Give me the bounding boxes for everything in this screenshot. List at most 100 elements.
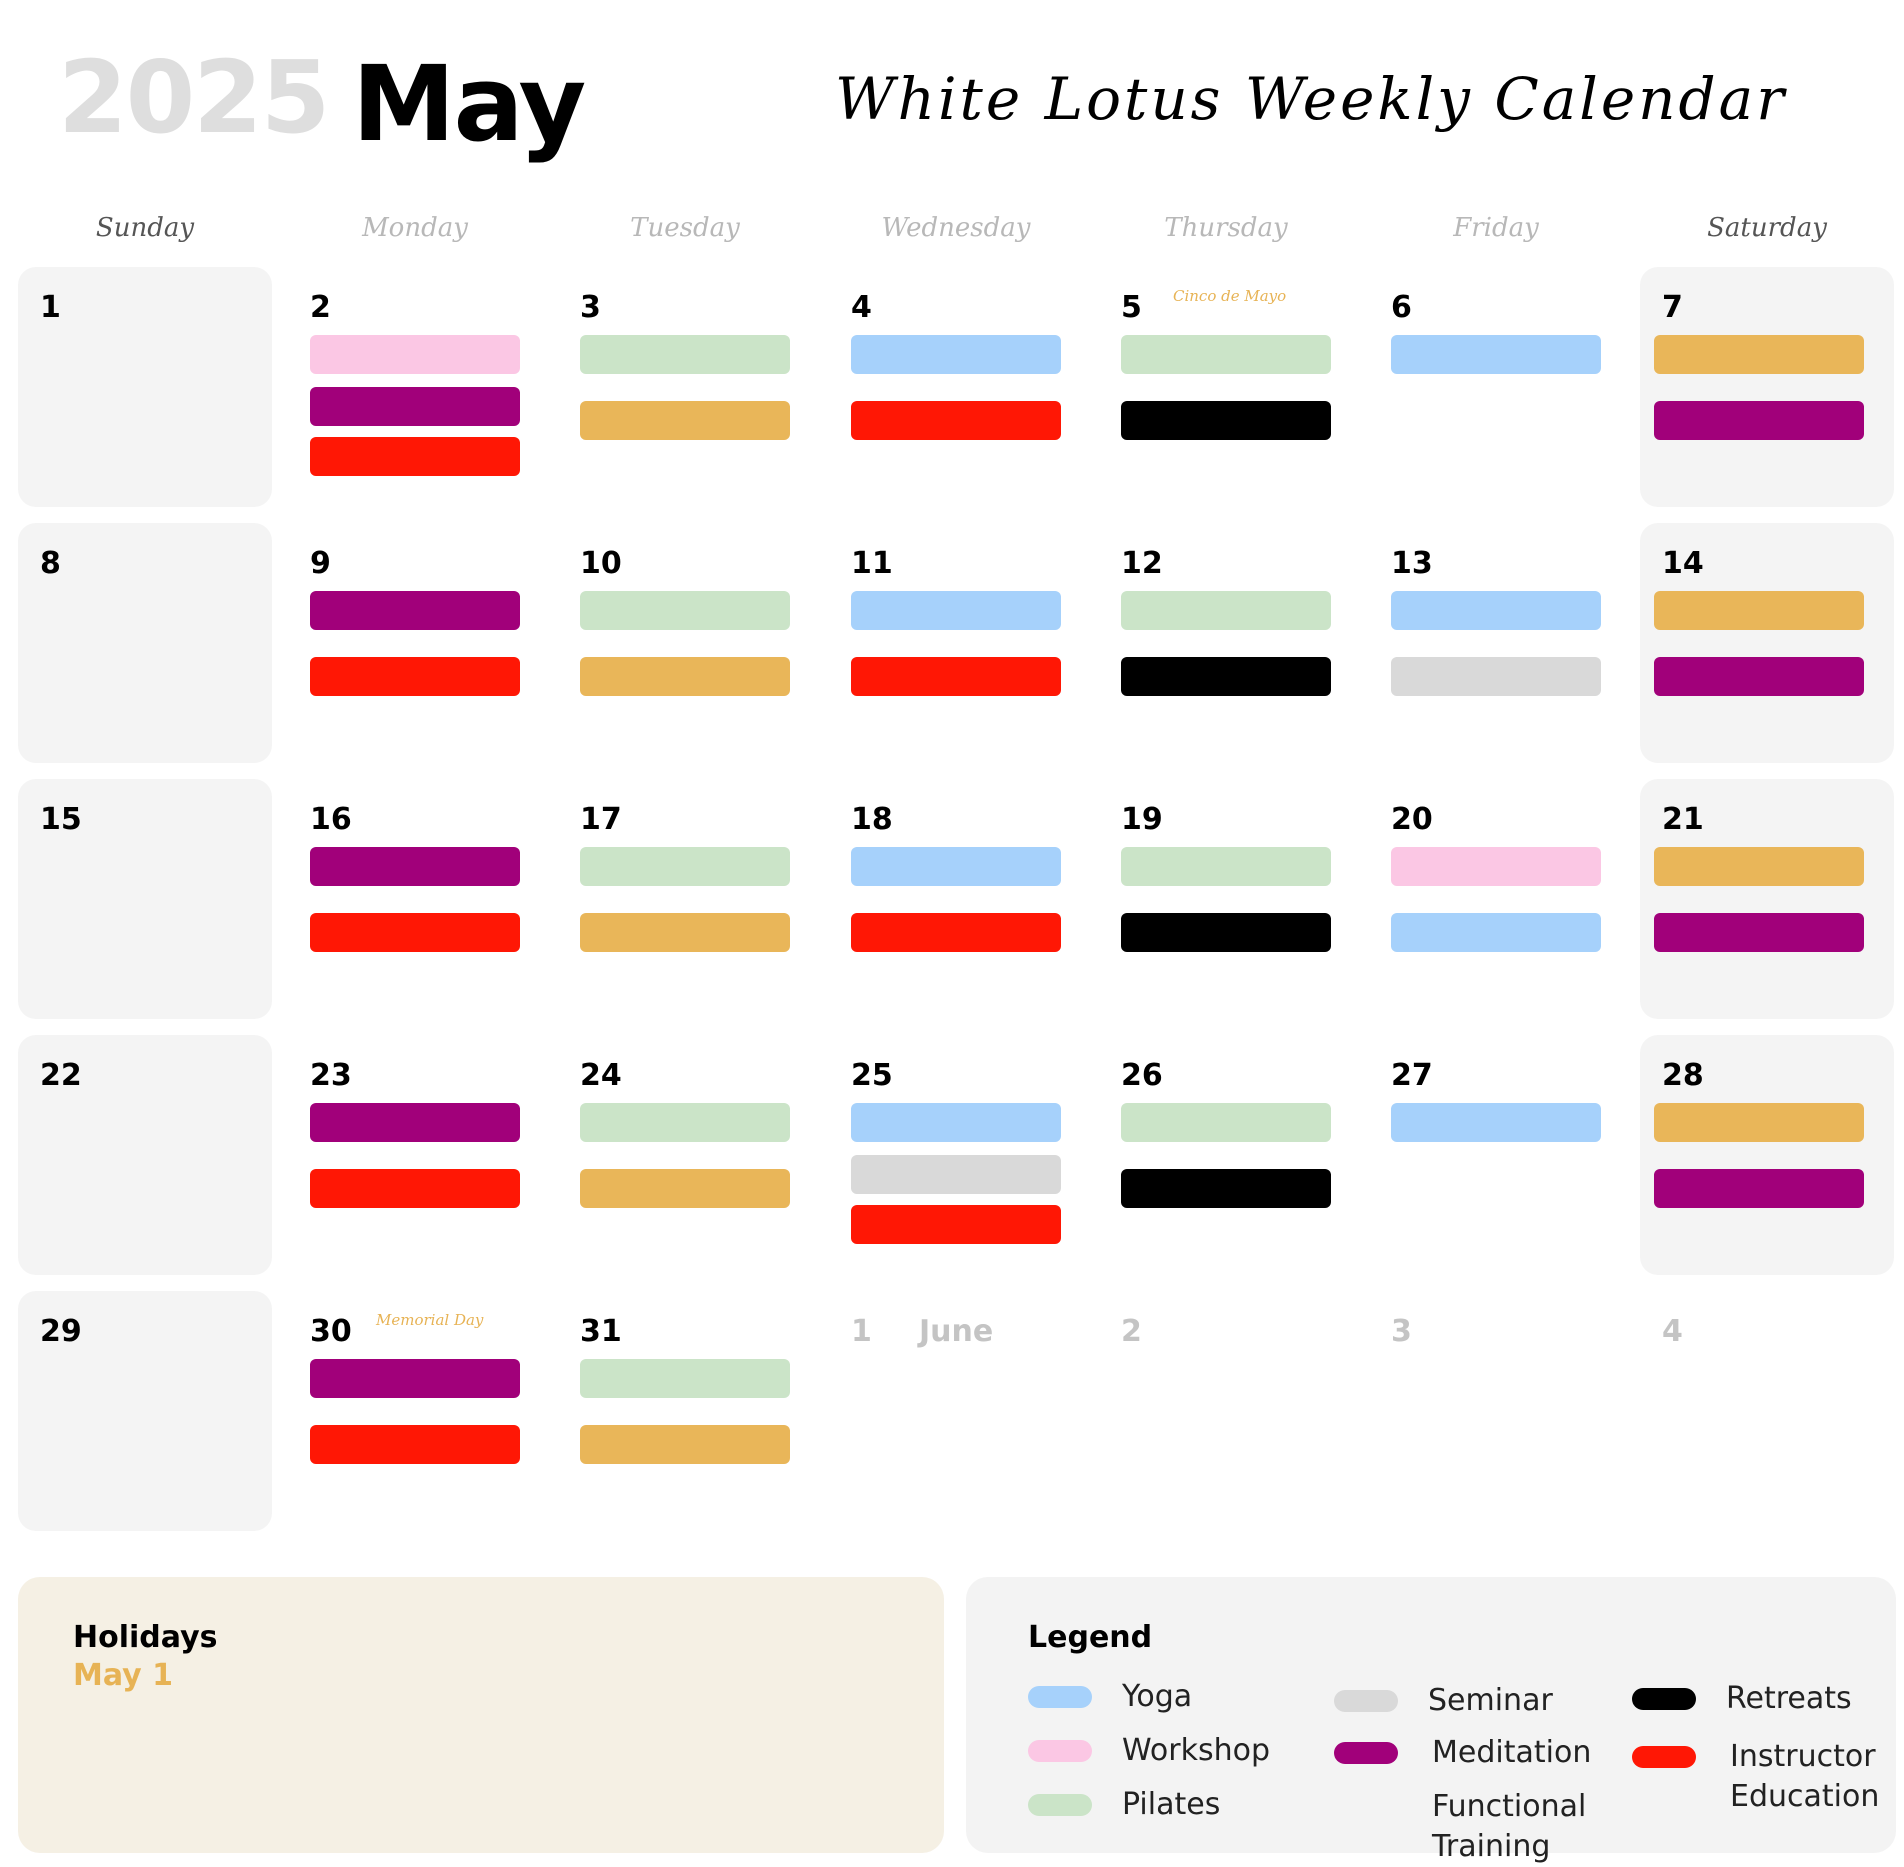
event-bar-instructor-education[interactable] xyxy=(310,1169,520,1208)
legend-swatch-seminar xyxy=(1334,1690,1398,1712)
day-number: 1 xyxy=(40,290,61,325)
day-cell[interactable]: 1 xyxy=(18,267,272,507)
event-bar-yoga[interactable] xyxy=(851,591,1061,630)
day-cell[interactable]: 31 xyxy=(558,1291,812,1531)
day-cell[interactable]: 20 xyxy=(1369,779,1623,1019)
event-bar-meditation[interactable] xyxy=(1654,913,1864,952)
event-bar-instructor-education[interactable] xyxy=(310,657,520,696)
event-bar-yoga[interactable] xyxy=(1391,591,1601,630)
event-bar-pilates[interactable] xyxy=(580,335,790,374)
day-cell[interactable]: 11 xyxy=(829,523,1083,763)
event-bar-workshop[interactable] xyxy=(310,335,520,374)
day-cell[interactable]: 5 Cinco de Mayo xyxy=(1099,267,1353,507)
event-bar-pilates[interactable] xyxy=(580,1103,790,1142)
event-bar-instructor-education[interactable] xyxy=(310,913,520,952)
event-bar-meditation[interactable] xyxy=(310,591,520,630)
event-bar-pilates[interactable] xyxy=(580,847,790,886)
legend-swatch-instructor-education xyxy=(1632,1746,1696,1768)
event-bar-meditation[interactable] xyxy=(1654,401,1864,440)
event-bar-yoga[interactable] xyxy=(851,1103,1061,1142)
event-bar-pilates[interactable] xyxy=(1121,335,1331,374)
day-cell[interactable]: 26 xyxy=(1099,1035,1353,1275)
day-cell[interactable]: 19 xyxy=(1099,779,1353,1019)
day-cell[interactable]: 13 xyxy=(1369,523,1623,763)
day-cell[interactable]: 28 xyxy=(1640,1035,1894,1275)
event-bar-retreats[interactable] xyxy=(1121,913,1331,952)
day-cell[interactable]: 8 xyxy=(18,523,272,763)
day-number: 2 xyxy=(1121,1314,1142,1349)
day-cell[interactable]: 12 xyxy=(1099,523,1353,763)
day-number: 4 xyxy=(851,290,872,325)
day-number: 10 xyxy=(580,546,622,581)
event-bar-yoga[interactable] xyxy=(1391,1103,1601,1142)
day-cell[interactable]: 16 xyxy=(288,779,542,1019)
event-bar-retreats[interactable] xyxy=(1121,1169,1331,1208)
day-cell[interactable]: 4 xyxy=(1640,1291,1894,1531)
event-bar-functional-training[interactable] xyxy=(1654,1103,1864,1142)
event-bar-pilates[interactable] xyxy=(580,1359,790,1398)
day-cell[interactable]: 27 xyxy=(1369,1035,1623,1275)
event-bar-meditation[interactable] xyxy=(310,387,520,426)
event-bar-functional-training[interactable] xyxy=(1654,591,1864,630)
day-cell[interactable]: 3 xyxy=(558,267,812,507)
event-bar-meditation[interactable] xyxy=(310,1103,520,1142)
day-cell[interactable]: 17 xyxy=(558,779,812,1019)
event-bar-pilates[interactable] xyxy=(580,591,790,630)
day-number: 1 xyxy=(851,1314,872,1349)
day-cell[interactable]: 2 xyxy=(288,267,542,507)
event-bar-functional-training[interactable] xyxy=(580,401,790,440)
day-cell[interactable]: 6 xyxy=(1369,267,1623,507)
event-bar-seminar[interactable] xyxy=(851,1155,1061,1194)
day-cell[interactable]: 10 xyxy=(558,523,812,763)
event-bar-retreats[interactable] xyxy=(1121,401,1331,440)
day-cell[interactable]: 1 June xyxy=(829,1291,1083,1531)
day-cell[interactable]: 4 xyxy=(829,267,1083,507)
event-bar-seminar[interactable] xyxy=(1391,657,1601,696)
day-cell[interactable]: 22 xyxy=(18,1035,272,1275)
event-bar-workshop[interactable] xyxy=(1391,847,1601,886)
event-bar-functional-training[interactable] xyxy=(580,913,790,952)
day-cell[interactable]: 24 xyxy=(558,1035,812,1275)
day-cell[interactable]: 30 Memorial Day xyxy=(288,1291,542,1531)
day-cell[interactable]: 9 xyxy=(288,523,542,763)
event-bar-instructor-education[interactable] xyxy=(851,657,1061,696)
event-bar-meditation[interactable] xyxy=(310,847,520,886)
event-bar-functional-training[interactable] xyxy=(580,1425,790,1464)
event-bar-pilates[interactable] xyxy=(1121,591,1331,630)
event-bar-functional-training[interactable] xyxy=(1654,847,1864,886)
event-bar-retreats[interactable] xyxy=(1121,657,1331,696)
day-number: 12 xyxy=(1121,546,1163,581)
day-cell[interactable]: 14 xyxy=(1640,523,1894,763)
event-bar-pilates[interactable] xyxy=(1121,1103,1331,1142)
event-bar-functional-training[interactable] xyxy=(1654,335,1864,374)
day-cell[interactable]: 15 xyxy=(18,779,272,1019)
day-cell[interactable]: 18 xyxy=(829,779,1083,1019)
legend-label-workshop: Workshop xyxy=(1122,1733,1271,1768)
day-cell[interactable]: 7 xyxy=(1640,267,1894,507)
event-bar-meditation[interactable] xyxy=(310,1359,520,1398)
event-bar-yoga[interactable] xyxy=(1391,913,1601,952)
event-bar-instructor-education[interactable] xyxy=(310,1425,520,1464)
event-bar-instructor-education[interactable] xyxy=(851,401,1061,440)
day-cell[interactable]: 25 xyxy=(829,1035,1083,1275)
event-bar-pilates[interactable] xyxy=(1121,847,1331,886)
event-bar-yoga[interactable] xyxy=(851,335,1061,374)
day-cell[interactable]: 3 xyxy=(1369,1291,1623,1531)
day-cell[interactable]: 23 xyxy=(288,1035,542,1275)
day-cell[interactable]: 29 xyxy=(18,1291,272,1531)
legend-swatch-yoga xyxy=(1028,1686,1092,1708)
event-bar-yoga[interactable] xyxy=(1391,335,1601,374)
event-bar-instructor-education[interactable] xyxy=(851,1205,1061,1244)
day-number: 3 xyxy=(1391,1314,1412,1349)
event-bar-instructor-education[interactable] xyxy=(851,913,1061,952)
day-cell[interactable]: 21 xyxy=(1640,779,1894,1019)
event-bar-yoga[interactable] xyxy=(851,847,1061,886)
event-bar-functional-training[interactable] xyxy=(580,657,790,696)
event-bar-instructor-education[interactable] xyxy=(310,437,520,476)
day-number: 11 xyxy=(851,546,893,581)
event-bar-meditation[interactable] xyxy=(1654,1169,1864,1208)
event-bar-meditation[interactable] xyxy=(1654,657,1864,696)
day-cell[interactable]: 2 xyxy=(1099,1291,1353,1531)
holidays-panel: Holidays May 1 xyxy=(18,1577,944,1853)
event-bar-functional-training[interactable] xyxy=(580,1169,790,1208)
